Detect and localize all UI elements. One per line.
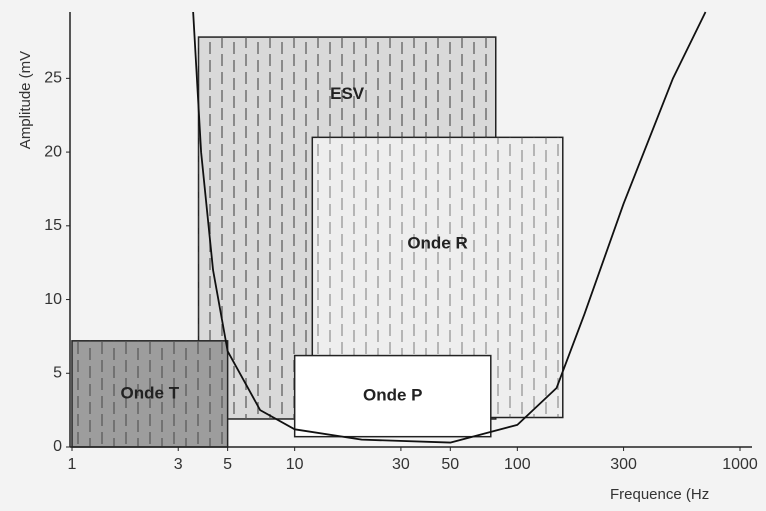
y-tick-label: 20 [44,143,62,160]
region-label: Onde P [363,386,423,405]
x-tick-label: 1000 [722,456,758,473]
y-tick-label: 15 [44,217,62,234]
x-tick-label: 10 [286,456,304,473]
region-label: Onde T [121,383,180,402]
x-axis-label: Frequence (Hz [610,486,709,503]
y-tick-label: 10 [44,291,62,308]
y-tick-label: 0 [53,438,62,455]
x-tick-label: 5 [223,456,232,473]
region [293,354,492,438]
curve [192,11,707,444]
x-tick-label: 1 [68,456,77,473]
y-tick-label: 25 [44,70,62,87]
region-hatch [72,340,228,447]
x-tick-label: 300 [610,456,637,473]
x-tick-label: 50 [441,456,459,473]
region-label: Onde R [407,233,467,252]
x-tick-label: 100 [504,456,531,473]
x-tick-label: 30 [392,456,410,473]
region-label: ESV [330,84,365,103]
y-tick-label: 5 [53,364,62,381]
y-axis-label: Amplitude (mV [17,51,34,149]
x-tick-label: 3 [174,456,183,473]
